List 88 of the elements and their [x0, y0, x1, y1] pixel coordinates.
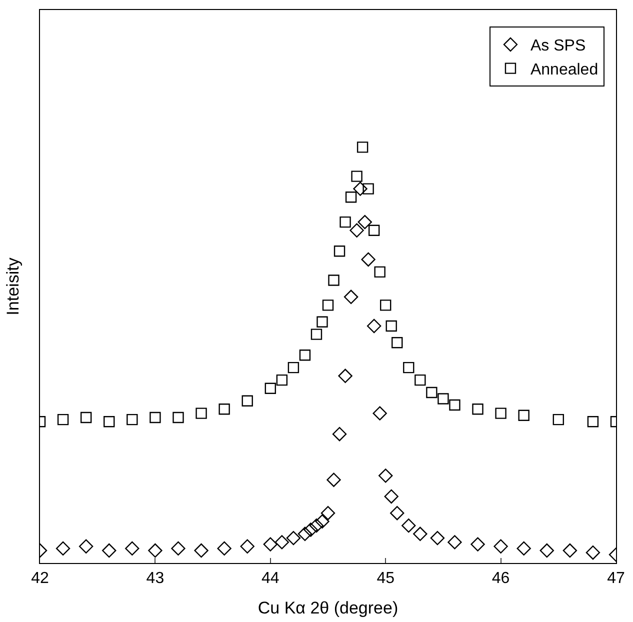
point — [380, 300, 392, 311]
point — [242, 395, 253, 406]
point — [80, 412, 92, 424]
point — [384, 489, 398, 504]
point — [587, 416, 599, 428]
point — [350, 223, 364, 238]
point — [334, 246, 346, 257]
point — [299, 350, 311, 361]
point — [263, 537, 278, 552]
point — [552, 414, 564, 426]
point — [386, 320, 397, 332]
point — [326, 472, 341, 487]
point — [126, 414, 138, 426]
x-tick-label: 45 — [376, 570, 395, 588]
point — [368, 224, 380, 236]
point — [315, 514, 330, 529]
point — [264, 382, 276, 394]
legend-label: Annealed — [530, 62, 598, 79]
point — [516, 541, 531, 556]
x-tick-label: 43 — [146, 570, 164, 588]
point — [351, 170, 362, 182]
point — [320, 506, 336, 520]
point — [217, 541, 232, 556]
point — [356, 142, 368, 153]
point — [403, 362, 414, 374]
point — [413, 526, 428, 541]
point — [358, 214, 372, 230]
point — [392, 337, 403, 348]
point — [196, 408, 207, 419]
point — [332, 427, 347, 442]
point — [171, 541, 186, 556]
point — [57, 414, 69, 426]
point — [414, 374, 426, 386]
point — [298, 526, 312, 541]
point — [518, 410, 530, 421]
point — [338, 368, 352, 383]
point — [104, 416, 115, 428]
point — [426, 386, 438, 398]
y-axis-title: Inteisity — [4, 257, 23, 316]
point — [148, 543, 162, 558]
point — [78, 539, 94, 554]
legend-label: As SPS — [530, 38, 586, 55]
point — [361, 252, 376, 267]
point — [402, 518, 416, 533]
point — [316, 316, 328, 328]
point — [286, 530, 301, 546]
point — [276, 374, 288, 386]
point — [378, 468, 393, 483]
point — [430, 530, 445, 546]
point — [562, 543, 578, 558]
point — [586, 546, 600, 560]
point — [540, 543, 554, 558]
point — [495, 408, 506, 419]
x-axis-title: Cu Kα 2θ (degree) — [258, 598, 398, 618]
point — [194, 543, 208, 558]
point — [274, 535, 290, 550]
point — [322, 300, 334, 311]
point — [362, 183, 374, 194]
point — [374, 266, 386, 278]
point — [150, 412, 161, 424]
point — [390, 506, 404, 520]
point — [304, 522, 318, 537]
point — [340, 216, 351, 228]
point — [438, 393, 449, 404]
point — [353, 182, 368, 196]
point — [344, 290, 358, 304]
point — [309, 518, 324, 533]
point — [372, 406, 387, 420]
point — [470, 537, 485, 552]
x-tick-label: 46 — [492, 570, 510, 588]
point — [472, 404, 484, 415]
point — [449, 399, 460, 411]
point — [102, 543, 116, 558]
point — [345, 192, 357, 203]
point — [288, 362, 300, 374]
point — [172, 412, 184, 424]
point — [56, 541, 70, 556]
x-tick-label: 47 — [607, 570, 625, 588]
point — [240, 539, 254, 554]
point — [494, 539, 508, 554]
point — [125, 541, 140, 556]
point — [448, 535, 462, 550]
point — [366, 318, 382, 334]
point — [310, 328, 322, 340]
point — [328, 274, 340, 286]
x-tick-label: 42 — [31, 570, 49, 588]
x-tick-label: 44 — [262, 570, 280, 588]
point — [218, 404, 230, 415]
